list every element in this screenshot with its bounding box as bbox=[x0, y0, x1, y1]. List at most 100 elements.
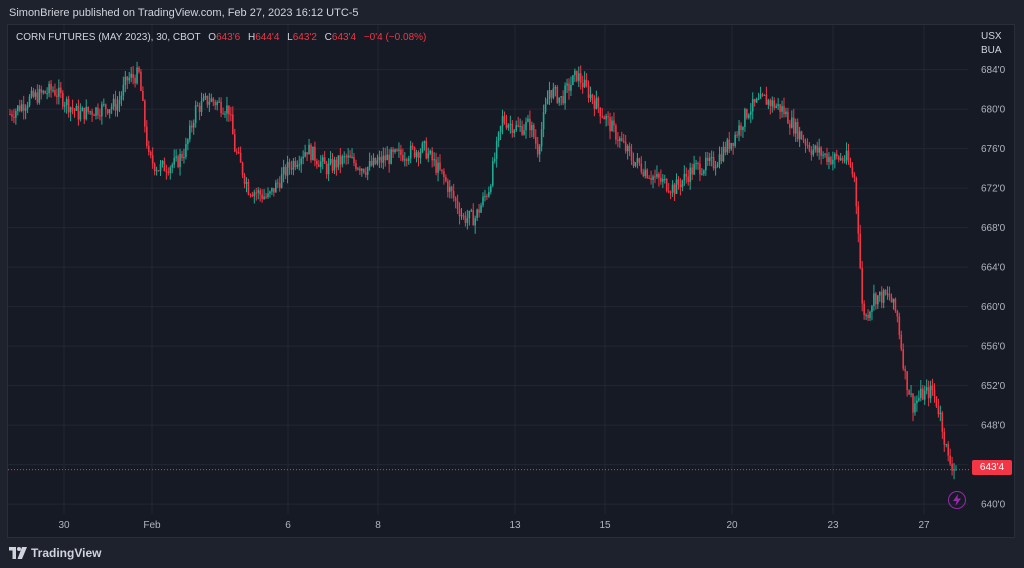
candle-body bbox=[540, 129, 543, 147]
candle-body bbox=[11, 114, 13, 117]
candle-body bbox=[40, 89, 43, 93]
candle-body bbox=[507, 125, 510, 128]
candle-body bbox=[261, 194, 263, 199]
candle-body bbox=[83, 107, 86, 120]
candle-body bbox=[42, 91, 45, 93]
candle-body bbox=[454, 197, 457, 201]
candle-body bbox=[278, 183, 281, 188]
candle-body bbox=[634, 162, 637, 166]
low-label: L bbox=[287, 32, 293, 43]
candle-body bbox=[329, 159, 332, 164]
candle-body bbox=[224, 113, 226, 115]
candle-body bbox=[140, 71, 142, 91]
footer-bar bbox=[0, 540, 1024, 568]
candle-body bbox=[167, 172, 170, 174]
candle-body bbox=[22, 104, 25, 111]
candle-body bbox=[411, 145, 414, 148]
candle-body bbox=[187, 139, 189, 145]
candle-body bbox=[738, 125, 740, 136]
lightning-icon[interactable] bbox=[948, 491, 966, 509]
candle-body bbox=[771, 100, 774, 107]
chart-frame[interactable] bbox=[7, 24, 1015, 538]
candle-body bbox=[605, 116, 607, 120]
candle-body bbox=[189, 125, 191, 140]
candle-body bbox=[99, 115, 101, 117]
candle-body bbox=[753, 98, 756, 103]
candle-body bbox=[859, 233, 862, 268]
candle-body bbox=[63, 105, 66, 107]
candle-body bbox=[144, 100, 146, 127]
tradingview-logo[interactable]: TradingView bbox=[9, 546, 101, 560]
candle-body bbox=[622, 140, 625, 143]
candle-body bbox=[908, 390, 910, 395]
candle-body bbox=[335, 159, 338, 168]
candle-body bbox=[894, 298, 897, 312]
candle-body bbox=[366, 167, 369, 175]
candle-body bbox=[953, 469, 955, 471]
candle-body bbox=[480, 205, 482, 213]
candle-body bbox=[662, 179, 664, 182]
candle-body bbox=[132, 73, 134, 78]
candle-body bbox=[589, 94, 592, 98]
candle-body bbox=[841, 158, 844, 161]
candle-body bbox=[689, 167, 691, 182]
candle-body bbox=[190, 125, 193, 128]
candle-body bbox=[826, 153, 828, 163]
candle-body bbox=[230, 114, 232, 116]
candle-body bbox=[583, 79, 586, 88]
candle-body bbox=[147, 145, 150, 153]
candle-body bbox=[587, 85, 590, 98]
candle-body bbox=[945, 444, 948, 446]
tradingview-logo-icon bbox=[9, 547, 27, 559]
candle-body bbox=[877, 295, 879, 305]
candle-body bbox=[343, 156, 346, 158]
candle-body bbox=[724, 146, 727, 153]
candle-body bbox=[419, 151, 422, 158]
candle-body bbox=[77, 105, 80, 120]
candle-body bbox=[384, 155, 387, 161]
candle-body bbox=[794, 122, 797, 134]
candle-body bbox=[380, 156, 383, 163]
candle-body bbox=[126, 76, 129, 81]
candle-body bbox=[906, 371, 908, 391]
candle-body bbox=[675, 179, 678, 194]
x-tick-label: 27 bbox=[918, 520, 930, 531]
candle-body bbox=[136, 67, 138, 84]
candle-body bbox=[935, 396, 938, 407]
candle-body bbox=[153, 163, 156, 171]
candle-body bbox=[933, 390, 936, 397]
candle-body bbox=[685, 173, 688, 177]
candle-body bbox=[478, 209, 480, 213]
x-tick-label: 6 bbox=[285, 520, 291, 531]
candle-body bbox=[796, 122, 799, 140]
candle-body bbox=[665, 179, 668, 191]
candle-body bbox=[716, 164, 719, 168]
candle-body bbox=[603, 117, 605, 120]
candle-body bbox=[312, 146, 314, 161]
candle-body bbox=[116, 104, 119, 111]
candle-body bbox=[288, 161, 291, 168]
candle-body bbox=[28, 96, 31, 106]
candle-body bbox=[357, 168, 359, 170]
candle-body bbox=[497, 132, 500, 141]
candle-body bbox=[85, 106, 88, 120]
candle-body bbox=[235, 151, 238, 153]
candle-body bbox=[536, 143, 539, 155]
candle-body bbox=[710, 157, 713, 159]
candle-body bbox=[173, 157, 175, 165]
candle-body bbox=[50, 83, 52, 91]
candle-body bbox=[263, 196, 265, 199]
candle-body bbox=[175, 156, 177, 158]
candle-body bbox=[544, 104, 547, 113]
candle-body bbox=[185, 144, 187, 157]
candle-body bbox=[304, 152, 306, 157]
candle-body bbox=[791, 117, 793, 128]
candle-body bbox=[120, 95, 123, 100]
candle-body bbox=[581, 82, 584, 88]
candle-body bbox=[318, 164, 320, 167]
candle-body bbox=[650, 178, 652, 180]
candle-body bbox=[531, 124, 533, 131]
candle-body bbox=[491, 161, 494, 186]
candle-body bbox=[405, 159, 408, 161]
